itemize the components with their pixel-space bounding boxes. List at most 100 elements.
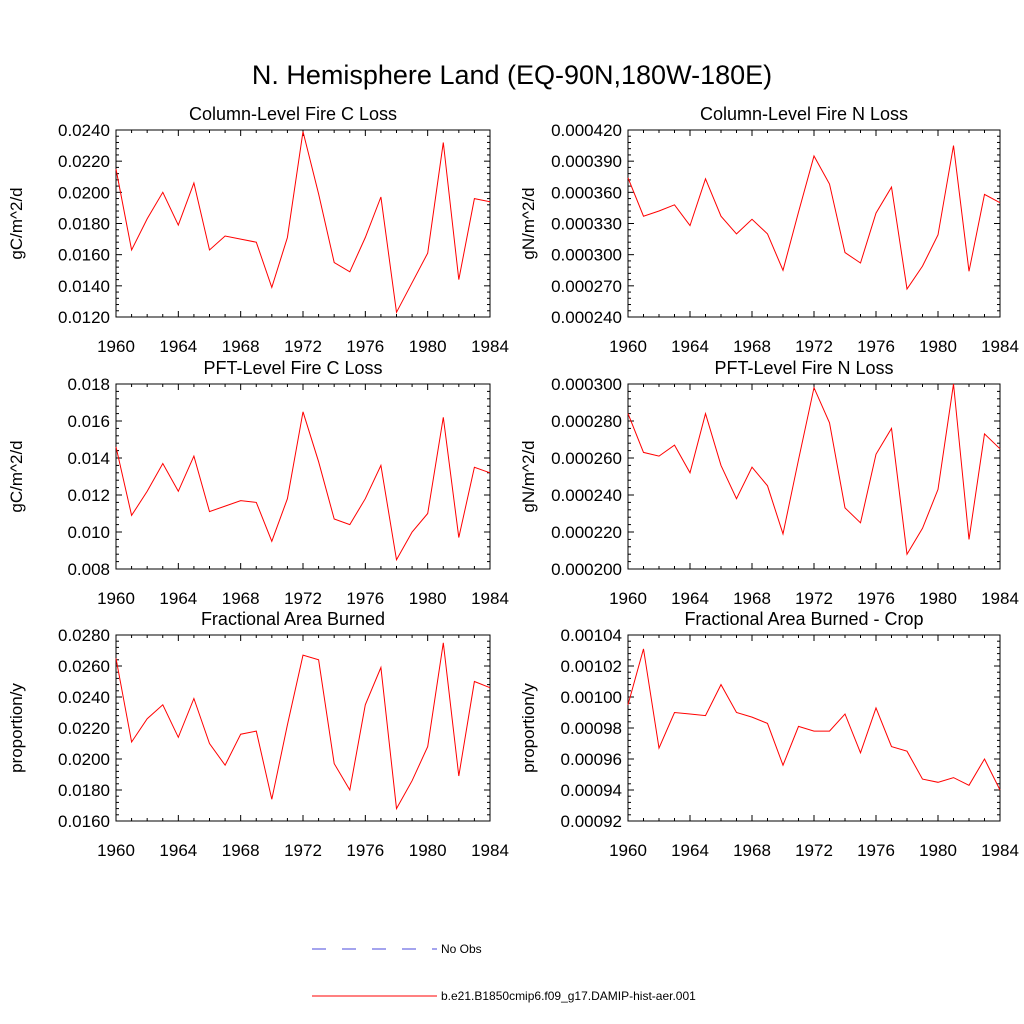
legend: No Obs b.e21.B1850cmip6.f09_g17.DAMIP-hi… [312,942,696,1003]
y-tick-label: 0.0260 [58,657,110,676]
y-tick-label: 0.00104 [561,626,622,645]
y-tick-label: 0.000220 [551,523,622,542]
x-tick-label: 1980 [409,589,447,608]
y-tick-label: 0.000200 [551,560,622,579]
x-tick-label: 1980 [409,841,447,860]
x-tick-label: 1964 [671,337,709,356]
figure-title: N. Hemisphere Land (EQ-90N,180W-180E) [252,60,772,90]
y-tick-label: 0.0160 [58,246,110,265]
x-tick-label: 1960 [609,337,647,356]
series-line [115,642,491,811]
x-tick-label: 1960 [97,841,135,860]
panel-title: PFT-Level Fire C Loss [203,358,382,378]
x-tick-label: 1972 [795,589,833,608]
x-tick-label: 1976 [346,589,384,608]
panel-title: Fractional Area Burned [201,609,385,629]
y-tick-label: 0.000300 [551,246,622,265]
y-tick-label: 0.0120 [58,308,110,327]
y-tick-label: 0.0160 [58,812,110,831]
y-tick-label: 0.000300 [551,375,622,394]
y-tick-label: 0.000280 [551,412,622,431]
chart-panel: 1960 1964 1968 1972 1976 1980 1984 0.00092 0.000… [519,609,1019,860]
y-tick-label: 0.00102 [561,657,622,676]
x-tick-label: 1968 [222,337,260,356]
x-tick-label: 1980 [919,841,957,860]
x-tick-label: 1984 [471,589,509,608]
y-tick-label: 0.0200 [58,183,110,202]
y-tick-label: 0.00098 [561,719,622,738]
x-tick-label: 1960 [97,337,135,356]
x-tick-label: 1972 [284,841,322,860]
y-axis-label: proportion/y [7,683,26,773]
y-tick-label: 0.00092 [561,812,622,831]
x-tick-label: 1972 [284,589,322,608]
chart-panel: 1960 1964 1968 1972 1976 1980 1984 0.000240 0.00… [519,104,1019,356]
x-tick-label: 1984 [981,337,1019,356]
y-tick-label: 0.0140 [58,277,110,296]
series-line [627,648,1001,791]
x-tick-label: 1964 [159,337,197,356]
series-line [627,145,1001,291]
y-tick-label: 0.000260 [551,449,622,468]
y-tick-label: 0.018 [67,375,110,394]
y-tick-label: 0.000270 [551,277,622,296]
y-axis-label: gC/m^2/d [7,187,26,259]
panel-title: Column-Level Fire N Loss [700,104,908,124]
x-tick-label: 1976 [346,841,384,860]
y-tick-label: 0.016 [67,412,110,431]
y-tick-label: 0.000390 [551,152,622,171]
x-tick-label: 1968 [733,589,771,608]
x-tick-label: 1972 [284,337,322,356]
plot-frame [115,129,491,318]
y-tick-label: 0.0220 [58,152,110,171]
x-tick-label: 1980 [919,337,957,356]
legend-obs-label: No Obs [441,942,482,956]
x-tick-label: 1972 [795,841,833,860]
x-tick-label: 1984 [471,337,509,356]
x-tick-label: 1968 [733,337,771,356]
x-tick-label: 1984 [981,841,1019,860]
plot-frame [115,634,491,822]
chart-panel: 1960 1964 1968 1972 1976 1980 1984 0.0160 0.0180… [7,609,509,860]
x-tick-label: 1980 [919,589,957,608]
x-tick-label: 1968 [222,841,260,860]
x-tick-label: 1960 [609,841,647,860]
chart-panel: 1960 1964 1968 1972 1976 1980 1984 0.008 0.010 0.… [7,358,509,608]
x-tick-label: 1980 [409,337,447,356]
x-tick-label: 1976 [857,841,895,860]
x-tick-label: 1976 [857,589,895,608]
y-tick-label: 0.0200 [58,750,110,769]
y-tick-label: 0.0180 [58,781,110,800]
plot-frame [627,129,1001,318]
x-tick-label: 1976 [346,337,384,356]
panel-title: Fractional Area Burned - Crop [684,609,923,629]
y-tick-label: 0.000330 [551,215,622,234]
y-tick-label: 0.0240 [58,688,110,707]
y-tick-label: 0.000360 [551,183,622,202]
y-tick-label: 0.012 [67,486,110,505]
y-tick-label: 0.0280 [58,626,110,645]
y-axis-label: proportion/y [519,683,538,773]
y-tick-label: 0.000420 [551,121,622,140]
x-tick-label: 1964 [671,841,709,860]
chart-panel: 1960 1964 1968 1972 1976 1980 1984 0.000200 0.00… [519,358,1019,608]
panels-group: 1960 1964 1968 1972 1976 1980 1984 0.0120 0.0140… [7,104,1019,860]
y-tick-label: 0.0180 [58,215,110,234]
series-line [627,383,1001,556]
y-tick-label: 0.0220 [58,719,110,738]
x-tick-label: 1960 [97,589,135,608]
x-tick-label: 1968 [733,841,771,860]
x-tick-label: 1984 [471,841,509,860]
y-tick-label: 0.00096 [561,750,622,769]
legend-model-label: b.e21.B1850cmip6.f09_g17.DAMIP-hist-aer.… [441,989,696,1003]
x-tick-label: 1976 [857,337,895,356]
y-tick-label: 0.00100 [561,688,622,707]
series-line [115,411,491,562]
x-tick-label: 1960 [609,589,647,608]
y-axis-label: gN/m^2/d [519,440,538,512]
y-tick-label: 0.0240 [58,121,110,140]
x-tick-label: 1968 [222,589,260,608]
x-tick-label: 1964 [159,589,197,608]
panel-title: Column-Level Fire C Loss [189,104,397,124]
